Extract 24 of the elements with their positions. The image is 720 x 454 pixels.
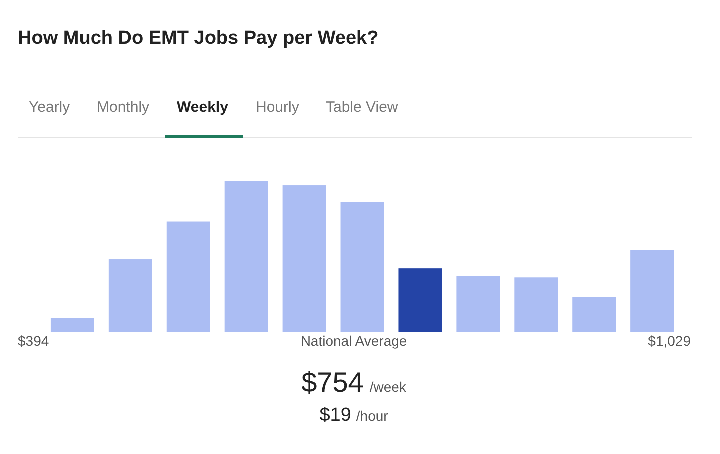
bar xyxy=(224,181,268,332)
bar xyxy=(630,250,674,332)
bar xyxy=(50,318,94,332)
text: /hour xyxy=(356,408,389,424)
bar xyxy=(514,278,558,332)
bar xyxy=(340,202,384,332)
text: Hourly xyxy=(256,99,300,116)
bar xyxy=(108,260,152,332)
chart-title: How Much Do EMT Jobs Pay per Week? xyxy=(18,28,379,49)
bar xyxy=(282,186,326,332)
text: Monthly xyxy=(97,99,150,116)
text: National Average xyxy=(300,333,408,349)
bar xyxy=(456,276,500,332)
bar xyxy=(398,268,442,332)
bar xyxy=(166,222,210,332)
text: $19 xyxy=(320,405,352,426)
text: Table View xyxy=(326,99,398,116)
text: $754 xyxy=(302,367,364,398)
text: /week xyxy=(370,379,408,395)
bar xyxy=(572,297,616,332)
text: $394 xyxy=(18,333,50,349)
text: Weekly xyxy=(177,99,230,116)
text: Yearly xyxy=(29,99,71,116)
text: $1,029 xyxy=(648,333,692,349)
